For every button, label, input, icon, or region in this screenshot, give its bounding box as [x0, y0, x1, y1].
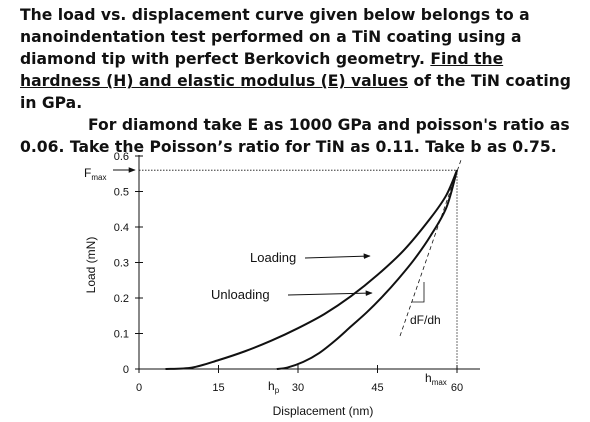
- chart-axes: [138, 155, 480, 370]
- problem-text-c: of the TiN coating in GPa.: [20, 72, 571, 112]
- unloading-curve: [276, 169, 458, 370]
- slope-label: dF/dh: [410, 313, 441, 327]
- loading-arrow: [304, 253, 371, 259]
- x-tick-label: 0: [136, 382, 142, 394]
- unloading-label: Unloading: [211, 287, 270, 302]
- x-tick-label: 60: [451, 382, 463, 394]
- problem-statement: The load vs. displacement curve given be…: [20, 4, 576, 158]
- hp-label: hp: [268, 379, 280, 395]
- y-tick-label: 0.6: [114, 151, 129, 163]
- unloading-arrow: [287, 290, 373, 296]
- y-tick-label: 0.4: [114, 222, 129, 234]
- x-tick-label: 30: [292, 382, 304, 394]
- y-tick-label: 0.1: [114, 329, 129, 341]
- y-tick-label: 0: [123, 364, 129, 376]
- guide-lines: [139, 159, 462, 369]
- slope-triangle: [412, 282, 425, 303]
- unloading-tangent-line: [399, 159, 462, 337]
- y-tick-label: 0.2: [114, 293, 129, 305]
- problem-paragraph-1: The load vs. displacement curve given be…: [20, 4, 576, 114]
- loading-label: Loading: [250, 250, 296, 265]
- y-tick-label: 0.3: [114, 258, 129, 270]
- x-axis-title: Displacement (nm): [273, 404, 374, 418]
- problem-text-a: The load vs. displacement curve given be…: [20, 6, 530, 68]
- problem-paragraph-2: For diamond take E as 1000 GPa and poiss…: [20, 116, 570, 156]
- problem-question: Find the hardness (H) and elastic modulu…: [20, 50, 504, 90]
- loading-curve: [165, 169, 458, 370]
- hmax-label: hmax: [425, 371, 447, 387]
- fmax-label: Fmax: [84, 166, 106, 182]
- x-tick-label: 15: [212, 382, 224, 394]
- x-tick-label: 45: [371, 382, 383, 394]
- y-tick-label: 0.5: [114, 187, 129, 199]
- y-axis-title: Load (mN): [84, 237, 98, 294]
